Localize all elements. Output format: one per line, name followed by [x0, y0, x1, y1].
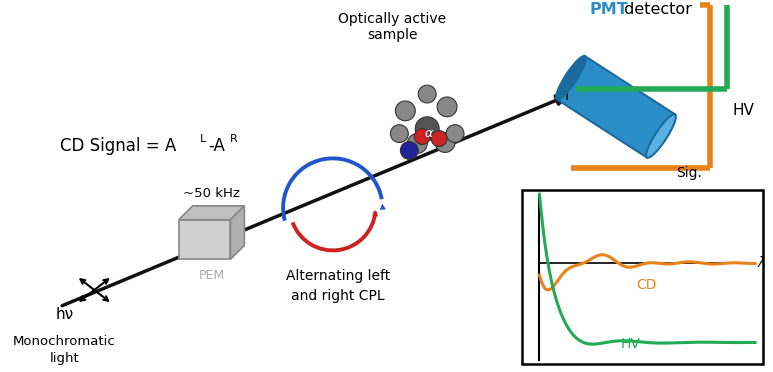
Polygon shape	[557, 56, 675, 158]
Text: hν: hν	[56, 307, 73, 322]
Text: sample: sample	[367, 28, 417, 42]
Circle shape	[418, 85, 436, 103]
Polygon shape	[179, 206, 244, 220]
Ellipse shape	[556, 56, 586, 100]
Text: L: L	[199, 134, 206, 144]
Text: Alternating left
and right CPL: Alternating left and right CPL	[286, 269, 390, 303]
Ellipse shape	[646, 114, 676, 158]
Text: $\alpha$: $\alpha$	[424, 127, 434, 140]
Bar	[179, 220, 230, 259]
Circle shape	[431, 131, 447, 147]
Circle shape	[446, 125, 464, 142]
Circle shape	[390, 125, 408, 142]
Text: I: I	[564, 87, 569, 103]
Text: PEM: PEM	[199, 269, 225, 282]
Circle shape	[396, 101, 415, 121]
Polygon shape	[230, 206, 244, 259]
Circle shape	[435, 133, 455, 153]
Text: HV: HV	[732, 103, 754, 118]
Text: detector: detector	[619, 2, 692, 17]
Text: PMT: PMT	[589, 2, 628, 17]
Circle shape	[414, 129, 431, 144]
Text: HV: HV	[621, 337, 641, 352]
Text: -A: -A	[209, 138, 226, 155]
Text: CD: CD	[636, 278, 656, 292]
Text: R: R	[230, 134, 237, 144]
Text: Optically active: Optically active	[339, 12, 447, 26]
Text: CD Signal = A: CD Signal = A	[60, 138, 175, 155]
Circle shape	[407, 134, 427, 153]
Bar	[522, 190, 763, 364]
Text: ~50 kHz: ~50 kHz	[183, 187, 240, 200]
Text: Monochromatic
light: Monochromatic light	[13, 334, 116, 365]
Circle shape	[400, 141, 418, 159]
Circle shape	[415, 117, 439, 141]
Text: Sig.: Sig.	[676, 166, 703, 180]
Text: λ: λ	[758, 256, 766, 270]
Circle shape	[438, 97, 457, 117]
